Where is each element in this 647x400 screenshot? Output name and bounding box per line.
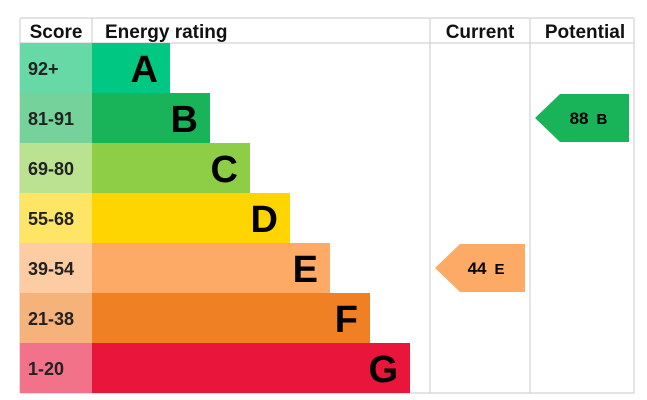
band-letter-d: D [251, 199, 278, 241]
band-bar-b [92, 93, 210, 143]
band-bar-f [92, 293, 370, 343]
score-label-f: 21-38 [28, 309, 74, 329]
header-current: Current [446, 22, 515, 43]
score-label-c: 69-80 [28, 159, 74, 179]
score-cell-f [20, 293, 92, 343]
score-cell-d [20, 193, 92, 243]
rating-bands: 92+ A 81-91 B 69-80 C 55-68 D 39-54 E 21-38 F 1-20 G [20, 43, 410, 393]
band-letter-c: C [211, 149, 238, 191]
score-cell-a [20, 43, 92, 93]
potential-arrow [535, 94, 629, 142]
band-bar-e [92, 243, 330, 293]
band-letter-g: G [368, 349, 398, 391]
header-energy-rating: Energy rating [105, 22, 227, 43]
current-band: E [495, 261, 505, 278]
score-label-d: 55-68 [28, 209, 74, 229]
band-letter-a: A [131, 49, 158, 91]
score-cell-c [20, 143, 92, 193]
band-letter-e: E [293, 249, 318, 291]
score-label-g: 1-20 [28, 359, 64, 379]
score-cell-g [20, 343, 92, 393]
score-label-a: 92+ [28, 59, 59, 79]
band-bar-c [92, 143, 250, 193]
potential-value: 88 [570, 109, 589, 128]
rating-arrows: 44 E 88 B [435, 94, 629, 292]
potential-band: B [597, 111, 608, 128]
score-cell-b [20, 93, 92, 143]
band-letter-f: F [335, 299, 358, 341]
score-label-b: 81-91 [28, 109, 74, 129]
current-arrow [435, 244, 525, 292]
header-score: Score [30, 22, 83, 43]
header-potential: Potential [545, 22, 625, 43]
table-headers: Score Energy rating Current Potential [30, 22, 626, 43]
band-bar-a [92, 43, 170, 93]
band-bar-g [92, 343, 410, 393]
band-letter-b: B [171, 99, 198, 141]
band-bar-d [92, 193, 290, 243]
score-label-e: 39-54 [28, 259, 74, 279]
current-value: 44 [468, 259, 487, 278]
score-cell-e [20, 243, 92, 293]
